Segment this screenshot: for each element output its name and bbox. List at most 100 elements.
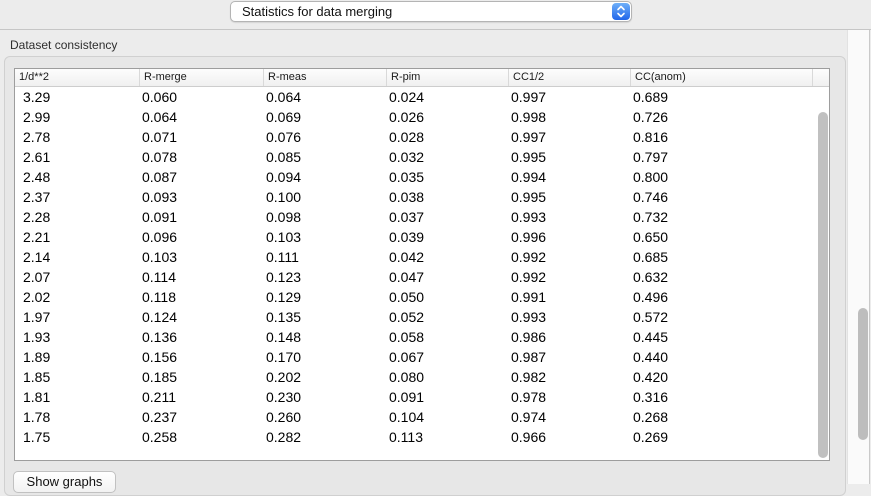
table-cell: 0.797 bbox=[633, 149, 669, 165]
table-cell: 0.111 bbox=[266, 249, 299, 265]
table-cell: 0.076 bbox=[266, 129, 302, 145]
table-cell: 2.37 bbox=[23, 189, 51, 205]
table-row[interactable]: 2.02 0.118 0.129 0.050 0.991 0.496 bbox=[15, 287, 829, 307]
table-row[interactable]: 2.78 0.071 0.076 0.028 0.997 0.816 bbox=[15, 127, 829, 147]
table-cell: 1.97 bbox=[23, 309, 51, 325]
table-cell: 0.994 bbox=[511, 169, 547, 185]
table-cell: 0.316 bbox=[633, 389, 669, 405]
table-row[interactable]: 2.07 0.114 0.123 0.047 0.992 0.632 bbox=[15, 267, 829, 287]
table-row[interactable]: 3.29 0.060 0.064 0.024 0.997 0.689 bbox=[15, 87, 829, 107]
column-header-cchalf[interactable]: CC1/2 bbox=[509, 69, 631, 86]
table-cell: 0.129 bbox=[266, 289, 302, 305]
table-row[interactable]: 1.97 0.124 0.135 0.052 0.993 0.572 bbox=[15, 307, 829, 327]
merging-stats-table: 1/d**2 R-merge R-meas R-pim CC1/2 CC(ano… bbox=[14, 68, 830, 461]
table-cell: 0.064 bbox=[142, 109, 178, 125]
table-row[interactable]: 1.81 0.211 0.230 0.091 0.978 0.316 bbox=[15, 387, 829, 407]
table-row[interactable]: 1.89 0.156 0.170 0.067 0.987 0.440 bbox=[15, 347, 829, 367]
table-row[interactable]: 1.75 0.258 0.282 0.113 0.966 0.269 bbox=[15, 427, 829, 447]
table-row[interactable]: 1.85 0.185 0.202 0.080 0.982 0.420 bbox=[15, 367, 829, 387]
table-cell: 0.050 bbox=[389, 289, 425, 305]
table-cell: 0.496 bbox=[633, 289, 669, 305]
table-cell: 0.185 bbox=[142, 369, 178, 385]
table-row[interactable]: 2.28 0.091 0.098 0.037 0.993 0.732 bbox=[15, 207, 829, 227]
column-header-rpim[interactable]: R-pim bbox=[387, 69, 509, 86]
table-cell: 0.156 bbox=[142, 349, 178, 365]
table-row[interactable]: 2.99 0.064 0.069 0.026 0.998 0.726 bbox=[15, 107, 829, 127]
table-row[interactable]: 2.21 0.096 0.103 0.039 0.996 0.650 bbox=[15, 227, 829, 247]
table-cell: 0.995 bbox=[511, 149, 547, 165]
table-cell-filler bbox=[813, 87, 829, 107]
table-scrollbar-thumb[interactable] bbox=[818, 112, 828, 458]
table-row[interactable]: 2.61 0.078 0.085 0.032 0.995 0.797 bbox=[15, 147, 829, 167]
table-cell: 0.258 bbox=[142, 429, 178, 445]
table-cell: 0.078 bbox=[142, 149, 178, 165]
table-row[interactable]: 2.14 0.103 0.111 0.042 0.992 0.685 bbox=[15, 247, 829, 267]
table-cell: 0.026 bbox=[389, 109, 425, 125]
table-cell: 0.094 bbox=[266, 169, 302, 185]
table-cell: 0.104 bbox=[389, 409, 425, 425]
statistics-dropdown[interactable]: Statistics for data merging bbox=[230, 1, 632, 22]
table-cell: 0.028 bbox=[389, 129, 425, 145]
table-cell: 2.78 bbox=[23, 129, 51, 145]
table-cell: 0.060 bbox=[142, 89, 178, 105]
column-header-resolution[interactable]: 1/d**2 bbox=[15, 69, 140, 86]
table-cell: 0.268 bbox=[633, 409, 669, 425]
table-cell: 0.087 bbox=[142, 169, 178, 185]
table-cell: 2.28 bbox=[23, 209, 51, 225]
table-cell: 0.816 bbox=[633, 129, 669, 145]
table-cell: 3.29 bbox=[23, 89, 51, 105]
table-cell: 0.123 bbox=[266, 269, 302, 285]
dataset-consistency-label: Dataset consistency bbox=[10, 38, 118, 52]
table-row[interactable]: 1.93 0.136 0.148 0.058 0.986 0.445 bbox=[15, 327, 829, 347]
table-cell: 0.995 bbox=[511, 189, 547, 205]
statistics-dropdown-value: Statistics for data merging bbox=[242, 4, 393, 19]
column-header-rmerge[interactable]: R-merge bbox=[140, 69, 264, 86]
column-header-ccanom[interactable]: CC(anom) bbox=[631, 69, 813, 86]
table-cell: 0.136 bbox=[142, 329, 178, 345]
table-cell: 0.103 bbox=[266, 229, 302, 245]
table-cell: 0.047 bbox=[389, 269, 425, 285]
table-cell: 0.992 bbox=[511, 269, 547, 285]
table-row[interactable]: 2.48 0.087 0.094 0.035 0.994 0.800 bbox=[15, 167, 829, 187]
table-cell: 1.75 bbox=[23, 429, 51, 445]
table-cell: 0.440 bbox=[633, 349, 669, 365]
table-cell: 0.042 bbox=[389, 249, 425, 265]
table-cell: 0.148 bbox=[266, 329, 302, 345]
table-cell: 1.85 bbox=[23, 369, 51, 385]
table-cell: 0.091 bbox=[389, 389, 425, 405]
table-cell: 0.982 bbox=[511, 369, 547, 385]
table-cell: 0.732 bbox=[633, 209, 669, 225]
table-cell: 0.100 bbox=[266, 189, 302, 205]
column-header-rmeas[interactable]: R-meas bbox=[264, 69, 387, 86]
table-cell: 0.202 bbox=[266, 369, 302, 385]
table-cell: 0.032 bbox=[389, 149, 425, 165]
table-cell: 2.07 bbox=[23, 269, 51, 285]
table-cell: 0.211 bbox=[142, 389, 176, 405]
panel-scrollbar-thumb[interactable] bbox=[858, 308, 868, 440]
table-cell: 2.21 bbox=[23, 229, 51, 245]
table-cell: 0.993 bbox=[511, 309, 547, 325]
table-cell: 0.058 bbox=[389, 329, 425, 345]
table-cell: 0.974 bbox=[511, 409, 547, 425]
table-cell: 1.81 bbox=[23, 389, 51, 405]
table-cell: 0.572 bbox=[633, 309, 669, 325]
table-cell: 0.124 bbox=[142, 309, 178, 325]
table-cell: 0.282 bbox=[266, 429, 302, 445]
table-cell: 0.118 bbox=[142, 289, 176, 305]
table-cell: 0.114 bbox=[142, 269, 176, 285]
table-cell: 0.632 bbox=[633, 269, 669, 285]
table-cell: 0.445 bbox=[633, 329, 669, 345]
table-cell: 0.091 bbox=[142, 209, 178, 225]
table-cell: 0.420 bbox=[633, 369, 669, 385]
show-graphs-button[interactable]: Show graphs bbox=[13, 471, 116, 493]
table-cell: 0.069 bbox=[266, 109, 302, 125]
table-cell: 0.987 bbox=[511, 349, 547, 365]
table-cell: 1.89 bbox=[23, 349, 51, 365]
table-row[interactable]: 2.37 0.093 0.100 0.038 0.995 0.746 bbox=[15, 187, 829, 207]
table-cell: 2.48 bbox=[23, 169, 51, 185]
table-cell: 0.038 bbox=[389, 189, 425, 205]
table-cell: 0.093 bbox=[142, 189, 178, 205]
table-cell: 0.996 bbox=[511, 229, 547, 245]
table-row[interactable]: 1.78 0.237 0.260 0.104 0.974 0.268 bbox=[15, 407, 829, 427]
table-cell: 0.993 bbox=[511, 209, 547, 225]
